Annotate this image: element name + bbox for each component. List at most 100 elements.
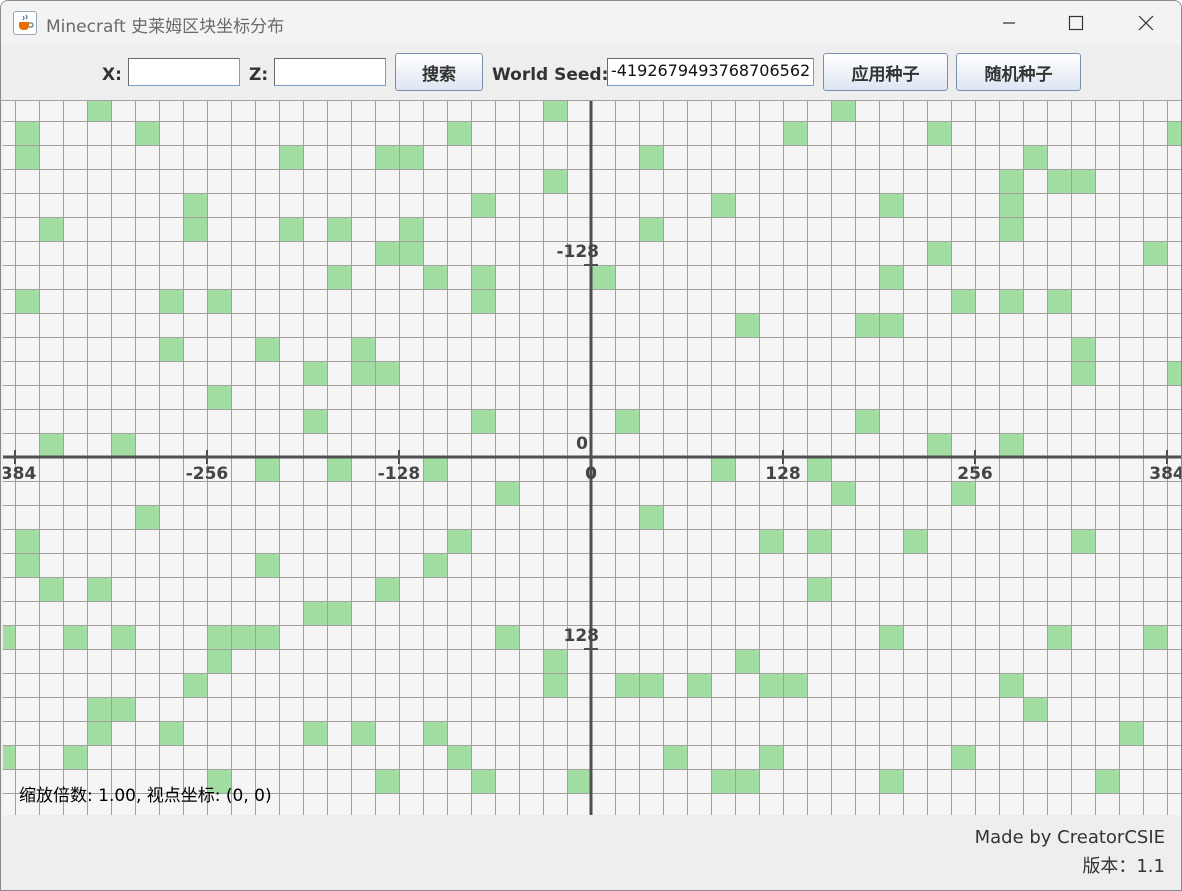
seed-label: World Seed: — [492, 65, 609, 85]
slime-chunk — [423, 553, 447, 577]
slime-chunk — [1071, 361, 1095, 385]
slime-chunk — [303, 601, 327, 625]
slime-chunk — [831, 481, 855, 505]
slime-chunk — [759, 673, 783, 697]
slime-chunk — [1143, 625, 1167, 649]
slime-chunk — [471, 769, 495, 793]
slime-chunk — [279, 217, 303, 241]
slime-chunk — [375, 769, 399, 793]
x-axis-label: 128 — [765, 464, 801, 484]
apply-seed-button[interactable]: 应用种子 — [823, 53, 948, 91]
slime-chunk — [399, 145, 423, 169]
slime-chunk — [15, 145, 39, 169]
slime-chunk — [999, 289, 1023, 313]
close-icon[interactable] — [1123, 7, 1169, 39]
slime-chunk — [183, 217, 207, 241]
slime-chunk — [303, 409, 327, 433]
slime-chunk — [15, 289, 39, 313]
slime-chunk — [327, 217, 351, 241]
slime-chunk — [135, 121, 159, 145]
slime-chunks — [3, 101, 1181, 793]
z-axis-label: 0 — [576, 434, 588, 454]
slime-chunk — [303, 721, 327, 745]
slime-chunk — [375, 145, 399, 169]
slime-chunk — [207, 289, 231, 313]
slime-chunk — [15, 553, 39, 577]
seed-input[interactable]: -4192679493768706562 — [607, 58, 814, 86]
slime-chunk — [327, 265, 351, 289]
random-seed-button[interactable]: 随机种子 — [956, 53, 1081, 91]
slime-chunk — [135, 505, 159, 529]
slime-chunk — [87, 697, 111, 721]
slime-chunk — [63, 745, 87, 769]
slime-chunk — [111, 697, 135, 721]
slime-chunk — [879, 193, 903, 217]
slime-chunk — [807, 457, 831, 481]
slime-chunk — [63, 625, 87, 649]
search-button[interactable]: 搜索 — [395, 53, 483, 91]
slime-chunk — [423, 265, 447, 289]
slime-chunk — [615, 673, 639, 697]
slime-chunk — [471, 265, 495, 289]
slime-chunk — [927, 241, 951, 265]
slime-chunk — [183, 673, 207, 697]
slime-chunk — [855, 409, 879, 433]
z-axis-label: 128 — [564, 626, 600, 646]
slime-chunk — [231, 625, 255, 649]
slime-chunk — [735, 769, 759, 793]
x-axis-label: -128 — [378, 464, 421, 484]
footer: Made by CreatorCSIE 版本：1.1 — [1, 815, 1181, 890]
title-bar: Minecraft 史莱姆区块坐标分布 — [1, 1, 1181, 45]
x-coordinate-input[interactable] — [128, 58, 240, 86]
map-canvas[interactable]: -384 -256 -128 0 128 256 384 -128 0 128 — [3, 101, 1181, 815]
credit-text: Made by CreatorCSIE — [974, 827, 1165, 848]
slime-chunk — [279, 145, 303, 169]
x-axis-label: 256 — [957, 464, 993, 484]
slime-chunk — [999, 217, 1023, 241]
z-coordinate-input[interactable] — [274, 58, 386, 86]
slime-chunk — [1167, 121, 1181, 145]
slime-chunk — [375, 241, 399, 265]
slime-chunk — [255, 457, 279, 481]
slime-chunk — [15, 529, 39, 553]
slime-chunk — [615, 409, 639, 433]
slime-chunk — [999, 169, 1023, 193]
slime-chunk — [879, 313, 903, 337]
slime-chunk — [591, 265, 615, 289]
slime-chunk — [39, 217, 63, 241]
minimize-icon[interactable] — [986, 7, 1032, 39]
slime-chunk — [471, 193, 495, 217]
slime-chunk — [447, 745, 471, 769]
slime-chunk — [807, 577, 831, 601]
slime-chunk — [951, 481, 975, 505]
slime-chunk — [423, 457, 447, 481]
slime-chunk — [759, 529, 783, 553]
slime-chunk — [183, 193, 207, 217]
z-label: Z: — [249, 65, 269, 85]
slime-chunk — [3, 625, 15, 649]
slime-chunk — [447, 121, 471, 145]
slime-chunk — [255, 625, 279, 649]
slime-chunk — [879, 265, 903, 289]
slime-chunk-map[interactable]: -384 -256 -128 0 128 256 384 -128 0 128 缩放倍数: 1.0… — [3, 101, 1181, 815]
slime-chunk — [567, 769, 591, 793]
slime-chunk — [39, 433, 63, 457]
slime-chunk — [735, 649, 759, 673]
slime-chunk — [207, 649, 231, 673]
slime-chunk — [1119, 721, 1143, 745]
x-axis-label: 0 — [585, 464, 597, 484]
slime-chunk — [807, 529, 831, 553]
x-axis-label: -384 — [3, 464, 36, 484]
slime-chunk — [543, 673, 567, 697]
slime-chunk — [999, 433, 1023, 457]
slime-chunk — [999, 193, 1023, 217]
slime-chunk — [111, 433, 135, 457]
slime-chunk — [399, 241, 423, 265]
maximize-icon[interactable] — [1053, 7, 1099, 39]
slime-chunk — [951, 745, 975, 769]
version-text: 版本：1.1 — [1082, 856, 1165, 877]
slime-chunk — [543, 649, 567, 673]
slime-chunk — [639, 505, 663, 529]
x-axis-label: 384 — [1149, 464, 1181, 484]
slime-chunk — [735, 313, 759, 337]
